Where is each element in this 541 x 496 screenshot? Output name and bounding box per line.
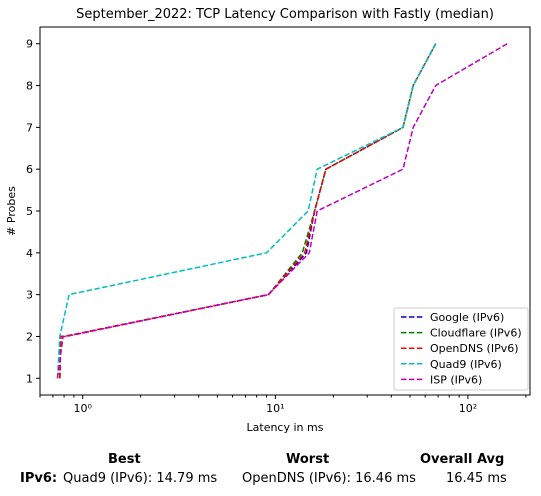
legend: Google (IPv6) Cloudflare (IPv6) OpenDNS (I… (393, 307, 529, 391)
y-tick-label: 7 (26, 121, 33, 134)
y-tick-label: 3 (26, 289, 33, 302)
series-line-4 (56, 43, 437, 379)
legend-frame (393, 307, 529, 391)
summary-avg-header: Overall Avg (420, 452, 505, 467)
axes-layer: 1 2 3 4 5 6 7 8 9 10⁰ 10¹ 10² (26, 38, 527, 415)
y-tick-label: 5 (26, 205, 33, 218)
latency-chart: September_2022: TCP Latency Comparison w… (5, 7, 531, 434)
summary-row-label: IPv6: (20, 471, 58, 486)
series-line-2 (59, 43, 437, 379)
y-tick-label: 9 (26, 38, 33, 51)
series-line-3 (59, 43, 437, 379)
legend-label-4: Quad9 (IPv6) (430, 358, 502, 371)
y-tick-label: 2 (26, 330, 33, 343)
x-tick-label: 10² (459, 402, 477, 415)
summary-avg-value: 16.45 ms (446, 471, 507, 486)
chart-title: September_2022: TCP Latency Comparison w… (76, 7, 494, 22)
legend-label-5: ISP (IPv6) (430, 373, 482, 386)
y-tick-label: 8 (26, 80, 33, 93)
x-tick-label: 10¹ (266, 402, 284, 415)
series-line-5 (56, 43, 508, 379)
legend-label-3: OpenDNS (IPv6) (430, 342, 519, 355)
legend-label-2: Cloudflare (IPv6) (430, 327, 522, 340)
y-axis-label: # Probes (5, 186, 18, 236)
summary-worst-value: OpenDNS (IPv6): 16.46 ms (242, 471, 416, 486)
x-axis-label: Latency in ms (247, 421, 324, 434)
summary-worst-header: Worst (286, 452, 330, 467)
x-tick-label: 10⁰ (74, 402, 93, 415)
series-layer (56, 43, 508, 379)
summary-best-header: Best (108, 452, 141, 467)
y-tick-label: 1 (26, 372, 33, 385)
y-tick-label: 6 (26, 163, 33, 176)
series-line-1 (59, 43, 437, 379)
summary-best-value: Quad9 (IPv6): 14.79 ms (63, 471, 218, 486)
y-tick-label: 4 (26, 247, 33, 260)
legend-label-1: Google (IPv6) (430, 311, 504, 324)
